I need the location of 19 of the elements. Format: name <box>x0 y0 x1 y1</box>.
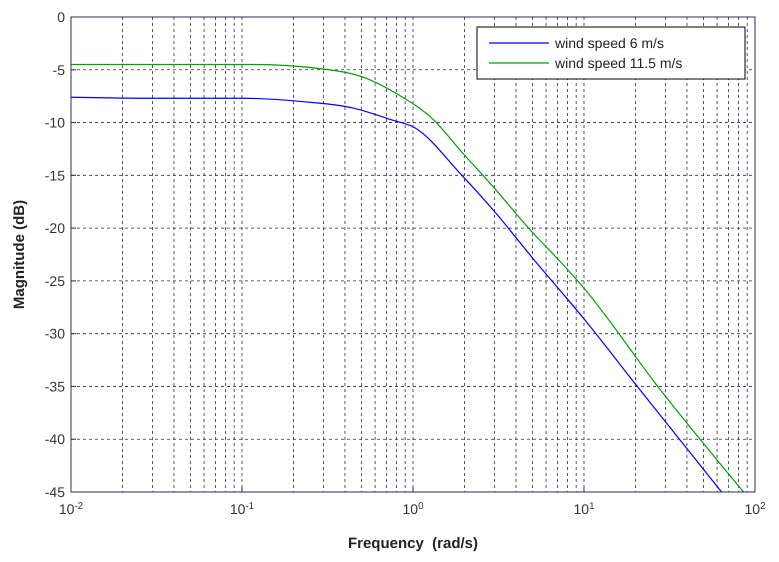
y-tick-label: -25 <box>44 272 66 289</box>
legend-label: wind speed 6 m/s <box>554 35 664 51</box>
y-tick-label: -45 <box>44 484 66 500</box>
y-tick-label: -40 <box>44 431 66 448</box>
y-tick-label: 0 <box>57 9 66 25</box>
x-tick-label: 10$^{2}$ <box>744 500 766 517</box>
x-tick-label: 10$^{-2}$ <box>58 500 84 517</box>
x-tick-label: 10$^{0}$ <box>402 500 424 517</box>
y-tick-label: -20 <box>44 220 66 236</box>
y-tick-label: -30 <box>44 326 66 342</box>
y-tick-label: -10 <box>44 114 66 131</box>
y-axis-title: Magnitude (dB) <box>11 200 28 310</box>
x-axis-title: Frequency (rad/s) <box>348 535 478 552</box>
x-tick-label: 10$^{-1}$ <box>230 500 254 517</box>
y-tick-label: -15 <box>44 167 66 184</box>
x-tick-label: 10$^{1}$ <box>573 500 595 517</box>
y-tick-label: -35 <box>44 378 66 394</box>
y-tick-label: -5 <box>52 62 66 78</box>
legend-label: wind speed 11.5 m/s <box>554 55 682 71</box>
